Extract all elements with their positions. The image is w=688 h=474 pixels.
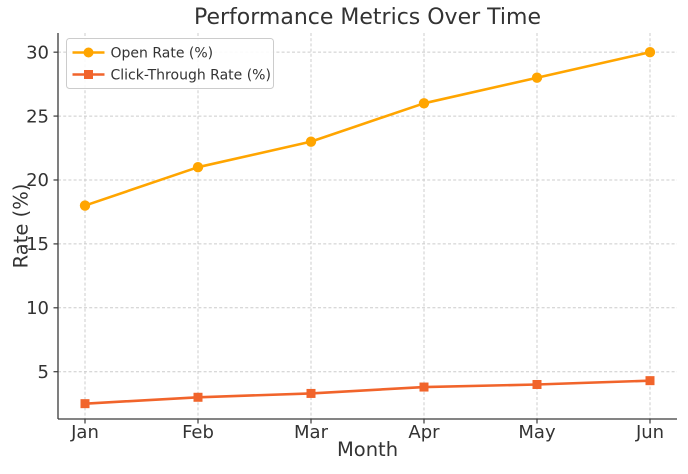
x-tick-label: Apr <box>408 422 440 443</box>
legend-box <box>66 38 274 89</box>
series-1-line <box>83 379 652 405</box>
y-tick-label: 10 <box>26 298 49 319</box>
legend-label: Click-Through Rate (%) <box>111 68 271 84</box>
series-1-point-5 <box>645 376 655 386</box>
series-1-point-1 <box>193 392 203 402</box>
series-0-point-5 <box>644 46 656 58</box>
series-0-line <box>83 50 652 207</box>
y-tick-label: 15 <box>26 234 49 255</box>
series-1-point-4 <box>532 379 542 389</box>
legend-label: Open Rate (%) <box>111 46 214 62</box>
x-tick-label: Mar <box>294 422 329 443</box>
x-axis-label: Month <box>336 438 399 461</box>
y-tick-label: 5 <box>38 362 49 383</box>
x-tick-label: Feb <box>182 422 214 443</box>
series-1-point-3 <box>419 382 429 392</box>
series-1-point-2 <box>306 388 316 398</box>
legend-marker-circle-icon <box>83 47 94 58</box>
series-0-point-0 <box>79 200 91 211</box>
x-tick-label: Jan <box>70 422 99 443</box>
series-0-point-1 <box>192 162 204 173</box>
series-0-point-2 <box>305 136 317 147</box>
series-0-point-4 <box>531 72 543 83</box>
series-1-point-0 <box>80 399 90 409</box>
series-0-point-3 <box>418 98 430 109</box>
x-tick-label: May <box>518 422 556 443</box>
legend-marker-square-icon <box>84 70 93 79</box>
chart-title: Performance Metrics Over Time <box>193 5 541 30</box>
x-tick-label: Jun <box>635 422 664 443</box>
y-tick-label: 20 <box>26 170 49 191</box>
y-tick-label: 25 <box>26 106 49 127</box>
y-tick-label: 30 <box>26 42 49 63</box>
